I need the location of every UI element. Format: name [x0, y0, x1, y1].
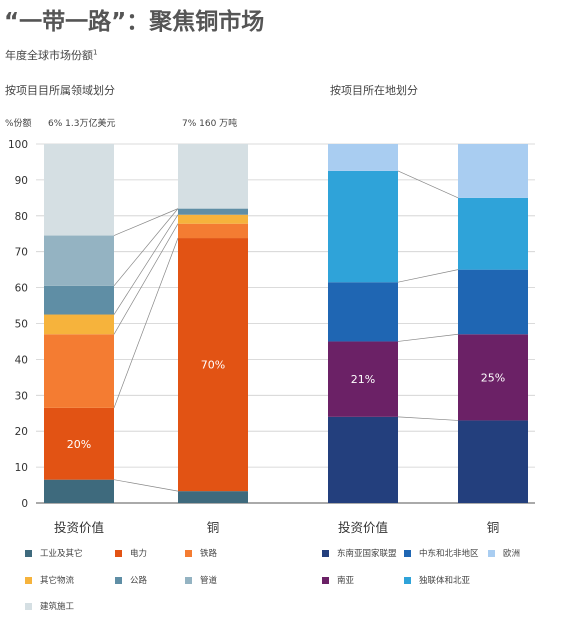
sector-legend-label: 公路 — [130, 576, 148, 586]
sector-legend-item: 管道 — [185, 574, 217, 586]
region-legend-swatch — [322, 576, 329, 584]
sector-legend-swatch — [115, 549, 122, 557]
sector-legend-swatch — [25, 549, 32, 557]
sector-data-label: 20% — [67, 438, 91, 451]
sector-bar-segment — [44, 144, 114, 236]
sector-legend-label: 工业及其它 — [40, 549, 83, 559]
region-bar-segment — [458, 420, 528, 503]
sector-legend-item: 公路 — [115, 574, 147, 586]
region-legend-item: 中东和北非地区 — [404, 547, 479, 559]
region-legend-label: 独联体和北亚 — [419, 576, 471, 586]
sector-bar-segment — [44, 334, 114, 408]
region-legend-swatch — [488, 549, 495, 557]
region-bar-segment — [328, 416, 398, 503]
y-tick-label: 30 — [15, 390, 28, 402]
region-legend-item: 东南亚国家联盟 — [322, 547, 397, 559]
sector-legend-swatch — [25, 576, 32, 584]
sector-connector-line — [113, 208, 179, 236]
region-legend-label: 中东和北非地区 — [419, 549, 479, 559]
sector-data-label: 70% — [201, 359, 225, 372]
sector-legend-label: 管道 — [200, 576, 218, 586]
sector-legend-item: 铁路 — [185, 547, 217, 559]
sector-bar-segment — [178, 491, 248, 503]
sector-category-label: 铜 — [207, 520, 220, 535]
sector-bar-segment — [178, 214, 248, 224]
region-legend-swatch — [404, 549, 411, 557]
region-connector-line — [397, 269, 459, 283]
y-tick-label: 60 — [15, 283, 28, 295]
region-legend-swatch — [404, 576, 411, 584]
region-bar-segment — [458, 334, 528, 421]
region-legend-label: 东南亚国家联盟 — [337, 549, 397, 559]
sector-legend-label: 电力 — [130, 549, 148, 559]
region-connector-line — [397, 333, 459, 342]
y-tick-label: 20 — [15, 426, 28, 438]
y-tick-label: 50 — [15, 319, 28, 331]
sector-legend-swatch — [185, 576, 192, 584]
region-bar-segment — [458, 269, 528, 335]
sector-connector-line — [113, 214, 179, 315]
sector-legend-swatch — [185, 549, 192, 557]
sector-connector-line — [113, 479, 179, 492]
region-legend-item: 南亚 — [322, 574, 354, 586]
region-connector-line — [397, 416, 459, 421]
sector-bar-segment — [178, 208, 248, 215]
sector-bar-segment — [178, 223, 248, 239]
sector-legend-item: 建筑施工 — [25, 600, 74, 612]
sector-bar-segment — [44, 235, 114, 286]
y-tick-label: 40 — [15, 354, 28, 366]
page-title: “一带一路”：聚焦铜市场 — [4, 9, 265, 35]
y-tick-label: 80 — [15, 211, 28, 223]
region-legend-item: 欧洲 — [488, 547, 520, 559]
sector-connector-line — [113, 208, 179, 287]
region-data-label: 21% — [351, 373, 375, 386]
region-legend-label: 南亚 — [337, 576, 355, 586]
sector-bar-segment — [44, 314, 114, 335]
region-data-label: 25% — [481, 371, 505, 384]
region-legend-label: 欧洲 — [503, 549, 521, 559]
sector-legend-item: 其它物流 — [25, 574, 74, 586]
page-subtitle: 年度全球市场份额1 — [5, 47, 97, 63]
sector-connector-line — [113, 223, 179, 335]
sector-bar-segment — [44, 407, 114, 480]
y-unit-label: %份额 — [5, 119, 32, 129]
y-tick-label: 100 — [8, 139, 28, 151]
sector-bar-segment — [44, 479, 114, 503]
left-section-title: 按项目目所属领域划分 — [5, 84, 115, 97]
sector-legend-label: 铁路 — [200, 549, 218, 559]
y-tick-label: 0 — [21, 498, 28, 510]
region-connector-line — [397, 170, 459, 199]
sector-bar-segment — [178, 144, 248, 209]
page-subtitle-text: 年度全球市场份额 — [5, 49, 93, 62]
y-tick-label: 70 — [15, 247, 28, 259]
sector-legend-swatch — [115, 576, 122, 584]
sector-category-label: 投资价值 — [54, 520, 104, 535]
sector-bar-segment — [44, 285, 114, 315]
y-tick-label: 10 — [15, 462, 28, 474]
sector-legend-swatch — [25, 602, 32, 610]
sector-bar-segment — [178, 238, 248, 492]
sector-legend-item: 工业及其它 — [25, 547, 83, 559]
region-bar-segment — [328, 170, 398, 283]
y-tick-label: 90 — [15, 175, 28, 187]
right-section-title: 按项目所在地划分 — [330, 84, 418, 97]
region-bar-segment — [458, 144, 528, 198]
region-legend-item: 独联体和北亚 — [404, 574, 470, 586]
sector-connector-line — [113, 237, 179, 408]
region-bar-segment — [328, 144, 398, 171]
sector-legend-label: 其它物流 — [40, 576, 75, 586]
region-category-label: 铜 — [487, 520, 500, 535]
note-investment-value: 6% 1.3万亿美元 — [48, 119, 116, 129]
region-bar-segment — [328, 282, 398, 342]
note-copper-volume: 7% 160 万吨 — [182, 119, 238, 129]
region-legend-swatch — [322, 549, 329, 557]
region-category-label: 投资价值 — [338, 520, 388, 535]
region-bar-segment — [458, 197, 528, 270]
footnote-marker: 1 — [93, 48, 98, 57]
sector-legend-label: 建筑施工 — [40, 602, 75, 612]
region-bar-segment — [328, 341, 398, 417]
sector-legend-item: 电力 — [115, 547, 147, 559]
